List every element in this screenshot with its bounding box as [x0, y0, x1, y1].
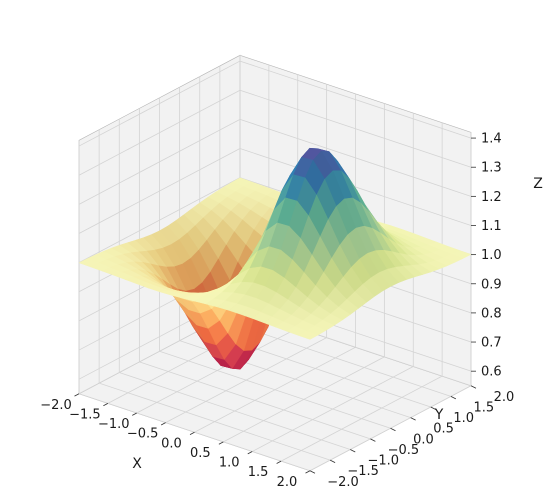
- z-tick-labels: 0.6 0.7 0.8 0.9 1.0 1.1 1.2 1.3 1.4: [481, 132, 502, 380]
- back-grid-line: [239, 118, 472, 197]
- z-tick-label: 1.2: [481, 190, 502, 205]
- z-tick-label: 1.3: [481, 161, 502, 176]
- y-tick-label: 0.0: [413, 432, 434, 447]
- y-tick-label: −1.5: [347, 464, 379, 479]
- x-tick-label: 1.5: [248, 465, 269, 480]
- x-tick-label: 0.0: [161, 436, 182, 451]
- x-tick-label: −1.0: [98, 417, 130, 432]
- x-axis-label: X: [132, 456, 142, 472]
- surface-facet: [298, 330, 319, 340]
- z-tick-label: 0.6: [481, 365, 502, 380]
- floor-grid-line: [159, 350, 391, 429]
- x-tick-mark: [247, 451, 253, 455]
- z-tick-label: 1.1: [481, 219, 502, 234]
- x-tick-label: 2.0: [277, 475, 298, 490]
- floor-grid-line: [98, 382, 331, 461]
- left-grid-line: [78, 148, 241, 234]
- x-tick-mark: [189, 431, 195, 436]
- x-tick-mark: [305, 470, 311, 474]
- y-tick-mark: [390, 427, 396, 432]
- x-tick-mark: [74, 393, 80, 397]
- x-tick-label: −2.0: [40, 398, 72, 413]
- y-tick-label: 2.0: [494, 390, 515, 405]
- left-grid-line: [78, 177, 241, 263]
- y-tick-label: −0.5: [388, 443, 420, 458]
- x-tick-label: −0.5: [127, 427, 159, 442]
- y-tick-mark: [450, 396, 457, 400]
- floor-grid-line: [139, 361, 371, 440]
- back-grid-line: [239, 89, 472, 168]
- y-axis-label: Y: [434, 407, 444, 423]
- z-tick-label: 1.4: [481, 132, 502, 147]
- z-tick-label: 0.9: [481, 277, 502, 292]
- y-tick-labels: −2.0−1.5−1.0−0.50.00.51.01.52.0: [327, 390, 514, 490]
- y-tick-mark: [350, 449, 356, 453]
- x-tick-mark: [103, 403, 109, 407]
- y-tick-mark: [430, 406, 436, 410]
- x-tick-labels: −2.0−1.5−1.0−0.50.0 0.5 1.0 1.5 2.0: [40, 398, 297, 490]
- left-grid-line: [78, 89, 241, 176]
- y-tick-mark: [309, 470, 316, 474]
- x-tick-label: −1.5: [69, 407, 101, 422]
- axis-ticks: [74, 137, 477, 474]
- x-tick-label: 1.0: [219, 456, 240, 471]
- y-tick-mark: [470, 385, 477, 389]
- back-grid-line: [239, 60, 472, 139]
- back-grid-line: [239, 148, 472, 226]
- z-tick-label: 0.7: [481, 336, 502, 351]
- left-grid-line: [78, 60, 241, 147]
- floor-grid-line: [119, 372, 351, 450]
- z-axis-label: Z: [533, 176, 543, 192]
- x-tick-mark: [276, 460, 282, 464]
- y-tick-label: −2.0: [327, 475, 359, 490]
- surface-plot: [78, 147, 472, 370]
- y-tick-mark: [329, 459, 336, 463]
- y-tick-label: 1.0: [453, 411, 474, 426]
- y-tick-label: 0.5: [433, 422, 454, 437]
- x-tick-mark: [218, 441, 224, 445]
- y-tick-label: −1.0: [367, 454, 399, 469]
- y-tick-mark: [370, 438, 376, 442]
- y-tick-mark: [410, 417, 416, 421]
- x-tick-mark: [160, 422, 166, 426]
- left-grid-line: [78, 118, 241, 205]
- x-tick-label: 0.5: [190, 446, 211, 461]
- y-tick-label: 1.5: [474, 400, 495, 415]
- x-tick-mark: [132, 412, 137, 416]
- z-tick-label: 0.8: [481, 306, 502, 321]
- z-tick-label: 1.0: [481, 248, 502, 263]
